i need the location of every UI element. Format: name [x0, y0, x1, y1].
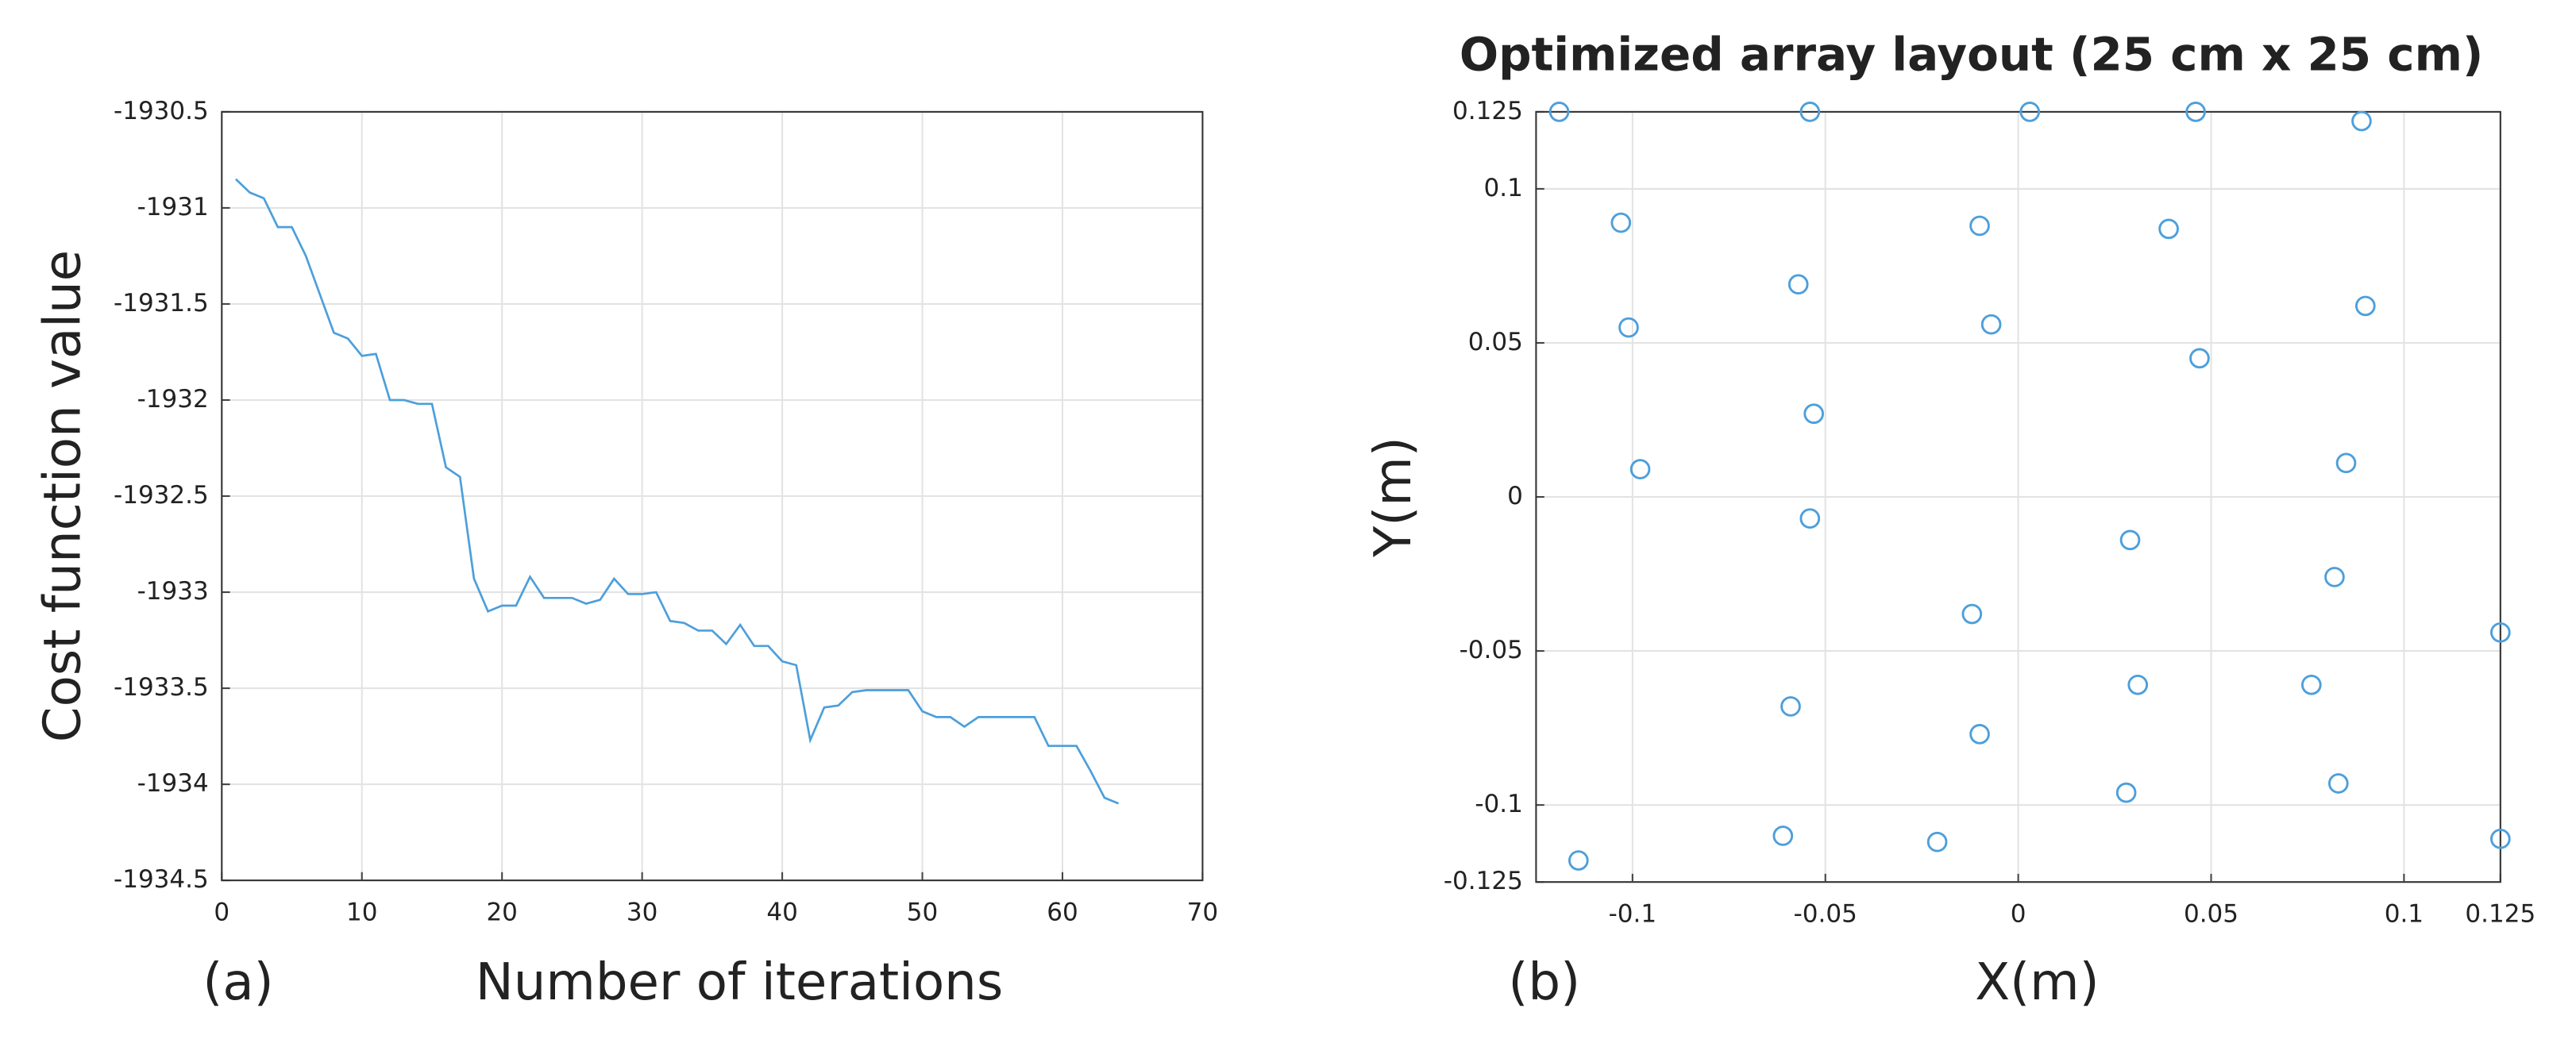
point — [2189, 348, 2210, 369]
y-tick-label: -1932 — [137, 385, 209, 414]
point — [2354, 295, 2376, 317]
y-tick-label: -1934 — [137, 769, 209, 798]
point — [2490, 622, 2511, 643]
point — [1799, 508, 1821, 529]
point — [2335, 452, 2357, 474]
point — [2300, 674, 2322, 695]
chart-title: Optimized array layout (25 cm x 25 cm) — [1460, 28, 2484, 82]
point — [2490, 829, 2511, 849]
x-tick-label: 30 — [627, 898, 657, 926]
y-tick-label: 0.125 — [1452, 97, 1523, 125]
point — [1969, 724, 1990, 745]
y-tick-label: 0.05 — [1468, 328, 1523, 356]
point — [1780, 696, 1801, 717]
y-tick-label: -1933 — [137, 577, 209, 606]
x-tick-label: 0.125 — [2465, 900, 2536, 929]
point — [2115, 782, 2137, 803]
point — [1961, 603, 1983, 625]
x-tick-label: 0 — [2011, 900, 2026, 929]
x-axis-label: Number of iterations — [476, 953, 1003, 1012]
x-tick-label: 0.05 — [2184, 900, 2239, 929]
y-tick-label: -0.1 — [1475, 790, 1523, 818]
point — [1803, 403, 1824, 425]
x-tick-label: 60 — [1047, 898, 1078, 926]
point — [1980, 314, 2002, 335]
point — [2327, 773, 2349, 794]
y-tick-label: -1931.5 — [114, 289, 209, 318]
x-tick-label: 10 — [346, 898, 377, 926]
point — [2185, 102, 2206, 122]
point — [2324, 567, 2345, 587]
panel-label: (a) — [202, 953, 273, 1012]
x-tick-label: -0.1 — [1609, 900, 1657, 929]
axes-box — [221, 110, 1204, 882]
x-tick-label: 40 — [766, 898, 797, 926]
line — [235, 178, 1120, 805]
x-tick-label: 0 — [214, 898, 229, 926]
point — [1610, 212, 1632, 233]
y-tick-label: -0.05 — [1460, 636, 1523, 664]
y-tick-label: -1930.5 — [114, 97, 209, 125]
y-tick-label: -1934.5 — [114, 865, 209, 894]
point — [1969, 215, 1990, 237]
point — [2119, 529, 2141, 551]
point — [2019, 102, 2041, 122]
point — [1618, 317, 1639, 338]
y-tick-label: -0.125 — [1444, 867, 1523, 895]
x-axis-label: X(m) — [1975, 953, 2099, 1012]
point — [1568, 850, 1589, 871]
point — [2127, 674, 2149, 695]
point — [2158, 218, 2179, 240]
x-tick-label: -0.05 — [1794, 900, 1857, 929]
axes-box — [1535, 110, 2501, 883]
panel-label: (b) — [1508, 953, 1580, 1012]
y-axis-label: Y(m) — [1363, 437, 1423, 558]
point — [1799, 102, 1821, 122]
point — [1548, 102, 1570, 122]
x-tick-label: 70 — [1187, 898, 1218, 926]
x-tick-label: 50 — [907, 898, 938, 926]
y-tick-label: -1932.5 — [114, 481, 209, 510]
point — [1629, 459, 1651, 479]
point — [1772, 826, 1794, 846]
point — [1787, 274, 1809, 295]
y-tick-label: 0.1 — [1484, 174, 1523, 202]
x-tick-label: 0.1 — [2385, 900, 2424, 929]
y-axis-label: Cost function value — [33, 250, 92, 742]
y-tick-label: -1931 — [137, 193, 209, 221]
y-tick-label: -1933.5 — [114, 673, 209, 702]
point — [1926, 831, 1948, 852]
x-tick-label: 20 — [486, 898, 517, 926]
y-tick-label: 0 — [1507, 482, 1523, 510]
point — [2351, 110, 2372, 132]
